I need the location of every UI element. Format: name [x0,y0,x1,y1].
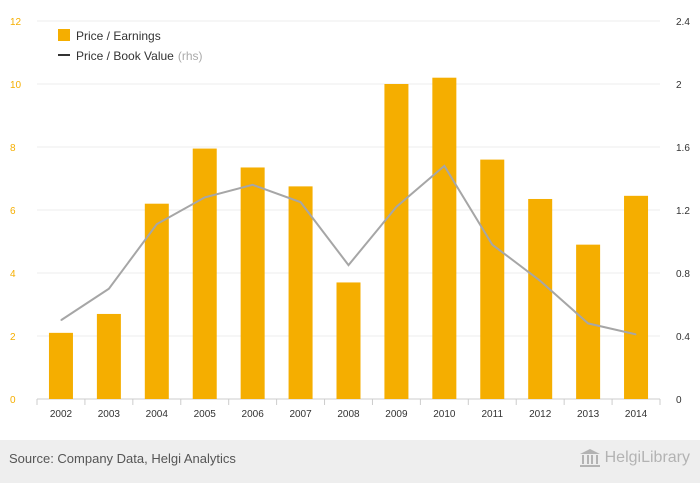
x-tick-label: 2008 [337,409,360,420]
point-pbv-2011 [491,244,493,246]
x-tick-label: 2013 [577,409,600,420]
y-left-tick-label: 12 [10,17,22,28]
y-right-tick-label: 2.4 [676,17,690,28]
x-tick-label: 2002 [50,409,73,420]
y-right-tick-label: 0 [676,395,682,406]
bar-pe-2009 [384,84,409,399]
point-pbv-2009 [395,206,397,208]
point-pbv-2010 [443,165,445,167]
bar-pe-2007 [288,186,313,399]
point-pbv-2013 [587,322,589,324]
legend-label-pbv-suffix: (rhs) [178,49,203,63]
x-tick-label: 2009 [385,409,408,420]
y-left-tick-label: 8 [10,143,16,154]
point-pbv-2008 [348,264,349,266]
bar-pe-2006 [240,167,265,399]
y-right-tick-label: 1.2 [676,206,690,217]
logo-text: HelgiLibrary [604,449,690,466]
y-axis-left: 0 2 4 6 8 10 12 [10,17,22,406]
bar-pe-2014 [624,195,649,399]
y-right-tick-label: 1.6 [676,143,690,154]
x-tick-label: 2005 [194,409,217,420]
source-note: Source: Company Data, Helgi Analytics [9,451,236,466]
point-pbv-2014 [635,333,637,335]
x-axis: 2002 2003 2004 2005 2006 2007 2008 2009 2010 2011… [36,399,661,420]
x-tick-label: 2003 [98,409,121,420]
point-pbv-2002 [60,319,62,321]
x-tick-label: 2010 [433,409,456,420]
chart: 2002 2003 2004 2005 2006 2007 2008 2009 2010 2011… [10,17,690,420]
bar-pe-2003 [96,313,121,399]
x-tick-label: 2006 [242,409,265,420]
x-tick-label: 2004 [146,409,169,420]
legend: Price / Earnings Price / Book Value (rhs) [58,29,203,63]
x-tick-label: 2007 [289,409,312,420]
y-left-tick-label: 2 [10,332,16,343]
point-pbv-2007 [300,201,302,203]
legend-label-pbv-name: Price / Book Value [76,49,174,63]
point-pbv-2004 [156,223,158,225]
gridlines [37,20,660,400]
bar-pe-2013 [576,244,601,399]
x-tick-label: 2011 [482,409,504,420]
pe-bars [48,77,649,399]
library-building-icon [579,449,600,467]
footer: Source: Company Data, Helgi Analytics He… [0,440,700,483]
bar-pe-2011 [480,159,505,399]
y-right-tick-label: 0.8 [676,269,690,280]
legend-swatch-pe [58,29,70,41]
y-right-tick-label: 2 [676,80,682,91]
pbv-line [60,164,637,336]
y-left-tick-label: 10 [10,80,22,91]
x-tick-label: 2012 [529,409,552,420]
point-pbv-2005 [204,196,206,198]
helgi-library-logo: HelgiLibrary [579,448,690,468]
legend-label-pbv: Price / Book Value (rhs) [76,49,203,63]
bar-pe-2005 [192,148,217,399]
bar-pe-2008 [336,282,361,399]
legend-label-pe: Price / Earnings [76,29,161,43]
y-left-tick-label: 0 [10,395,16,406]
y-left-tick-label: 6 [10,206,16,217]
point-pbv-2006 [252,184,254,186]
y-axis-right: 0 0.4 0.8 1.2 1.6 2 2.4 [676,17,690,406]
bar-pe-2002 [48,332,73,399]
y-left-tick-label: 4 [10,269,16,280]
point-pbv-2003 [108,288,110,290]
bar-pe-2012 [528,198,553,399]
bar-pe-2010 [432,77,457,399]
y-right-tick-label: 0.4 [676,332,690,343]
point-pbv-2012 [539,280,541,282]
bar-pe-2004 [144,203,169,399]
x-tick-label: 2014 [625,409,648,420]
